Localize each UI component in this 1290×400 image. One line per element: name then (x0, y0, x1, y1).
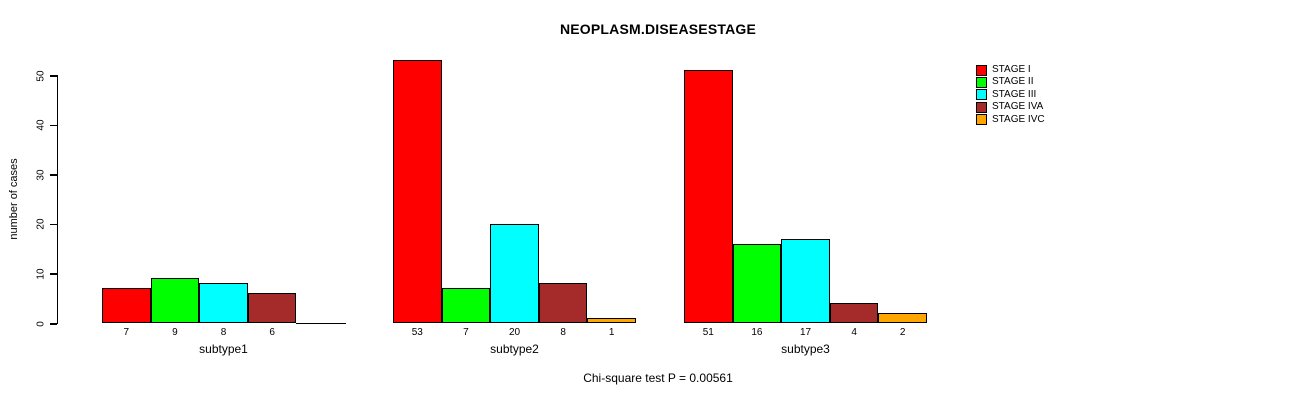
bar-subtype3-stage-i (684, 70, 733, 323)
y-tick-label: 40 (35, 119, 47, 131)
y-axis-label: number of cases (8, 158, 20, 240)
y-tick-label: 30 (35, 169, 47, 181)
legend-label: STAGE IVC (992, 113, 1045, 125)
bar-subtype2-stage-i (393, 60, 442, 323)
category-label-subtype1: subtype1 (199, 342, 248, 356)
legend-swatch-icon (976, 89, 987, 101)
bar-value-label: 2 (899, 327, 906, 338)
legend-item-stage-iva: STAGE IVA (976, 101, 1043, 113)
legend-swatch-icon (976, 64, 987, 76)
bar-value-label: 51 (702, 327, 714, 338)
y-axis-tick (49, 124, 57, 127)
y-axis-tick (49, 323, 57, 325)
legend-item-stage-iii: STAGE III (976, 89, 1036, 101)
bar-value-label: 6 (269, 327, 275, 338)
legend-label: STAGE IVA (992, 101, 1044, 113)
y-tick-label: 50 (35, 69, 47, 82)
bar-subtype2-stage-iva (538, 283, 588, 323)
bar-subtype3-stage-ii (732, 243, 782, 323)
legend-swatch-icon (976, 76, 987, 88)
bar-subtype3-stage-iii (781, 238, 830, 323)
bar-value-label: 8 (560, 327, 566, 338)
y-axis-tick (49, 273, 57, 275)
y-tick-label: 0 (35, 320, 47, 327)
bar-value-label: 20 (508, 327, 521, 338)
legend-item-stage-ii: STAGE II (976, 76, 1034, 88)
legend-label: STAGE III (992, 88, 1037, 100)
legend-label: STAGE I (992, 64, 1031, 75)
y-tick-label: 10 (35, 268, 47, 280)
legend-item-stage-ivc: STAGE IVC (976, 114, 1045, 126)
bar-value-label: 1 (608, 327, 615, 338)
category-label-subtype3: subtype3 (781, 342, 830, 356)
bar-subtype2-stage-ivc (587, 318, 636, 323)
y-axis-tick (49, 75, 57, 77)
chart-caption: Chi-square test P = 0.00561 (583, 371, 733, 385)
bar-subtype2-stage-ii (441, 288, 491, 323)
chart-title: NEOPLASM.DISEASESTAGE (559, 21, 757, 37)
bar-subtype1-stage-iva (247, 293, 297, 323)
bar-value-label: 4 (851, 327, 857, 338)
bar-value-label: 53 (411, 327, 423, 338)
bar-value-label: 9 (172, 327, 178, 338)
bar-value-label: 16 (751, 327, 763, 338)
legend-swatch-icon (976, 114, 987, 126)
bar-value-label: 7 (463, 327, 469, 338)
legend-swatch-icon (976, 101, 987, 113)
y-axis-tick (49, 223, 57, 226)
y-tick-label: 20 (35, 218, 47, 230)
bar-subtype3-stage-ivc (878, 313, 927, 323)
category-label-subtype2: subtype2 (490, 342, 539, 356)
bar-subtype1-stage-i (102, 288, 151, 323)
bar-subtype2-stage-iii (490, 223, 539, 323)
y-axis-line (56, 75, 58, 324)
legend-label: STAGE II (992, 76, 1034, 88)
bar-subtype1-stage-iii (199, 283, 248, 323)
legend-item-stage-i: STAGE I (976, 64, 1031, 76)
bar-subtype3-stage-iva (829, 303, 879, 323)
bar-value-label: 7 (123, 327, 130, 338)
y-axis-tick (49, 174, 57, 176)
zero-bar-subtype1 (296, 323, 346, 324)
bar-value-label: 17 (799, 327, 812, 338)
bar-value-label: 8 (220, 327, 227, 338)
bar-subtype1-stage-ii (150, 278, 200, 323)
